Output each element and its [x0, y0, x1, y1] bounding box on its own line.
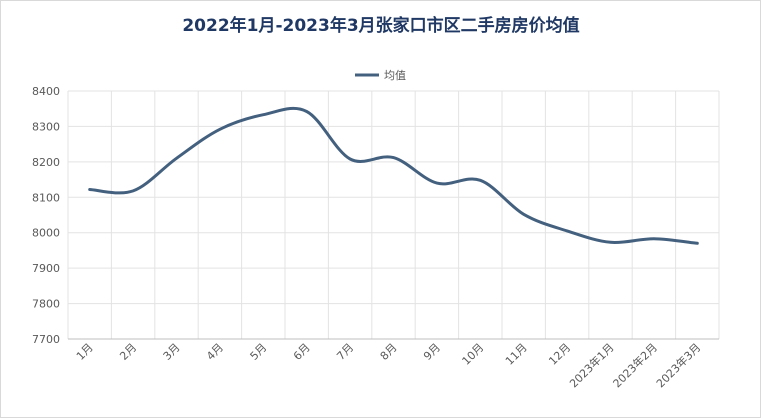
x-tick-label: 4月	[204, 341, 226, 363]
data-point	[218, 128, 221, 131]
x-tick-label: 2023年1月	[566, 340, 616, 390]
x-tick-label: 8月	[378, 341, 400, 363]
data-point	[522, 213, 525, 216]
x-tick-label: 2023年2月	[610, 340, 660, 390]
y-tick-label: 8300	[32, 120, 60, 133]
data-point	[88, 188, 91, 191]
x-tick-label: 3月	[161, 341, 183, 363]
plot-area	[88, 107, 699, 245]
y-tick-label: 8000	[32, 227, 60, 240]
data-point	[566, 229, 569, 232]
y-tick-label: 7700	[32, 333, 60, 346]
data-point	[609, 241, 612, 244]
x-tick-label: 9月	[421, 341, 443, 363]
data-point	[696, 242, 699, 245]
series-line	[88, 107, 699, 245]
y-axis: 8400 8300 8200 8100 8000 7900 7800 7700	[32, 85, 60, 346]
data-point	[392, 156, 395, 159]
x-tick-label: 5月	[248, 341, 270, 363]
data-point	[305, 110, 308, 113]
data-point	[479, 179, 482, 182]
data-point	[175, 157, 178, 160]
x-tick-label: 6月	[291, 341, 313, 363]
x-tick-label: 2023年3月	[653, 340, 703, 390]
data-point	[652, 237, 655, 240]
data-point	[132, 189, 135, 192]
data-point	[262, 113, 265, 116]
x-tick-label: 11月	[503, 341, 530, 368]
x-axis: 1月 2月 3月 4月 5月 6月 7月 8月 9月 10月 11月 12月2023年1月2023年2…	[68, 338, 719, 390]
grid	[67, 90, 720, 340]
data-point	[435, 182, 438, 185]
y-tick-label: 8400	[32, 85, 60, 98]
data-point	[349, 158, 352, 161]
legend-label: 均值	[384, 69, 406, 82]
y-tick-label: 8200	[32, 156, 60, 169]
x-tick-label: 7月	[334, 341, 356, 363]
x-tick-label: 2月	[117, 341, 139, 363]
y-tick-label: 7900	[32, 262, 60, 275]
x-tick-label: 10月	[460, 341, 487, 368]
y-tick-label: 8100	[32, 191, 60, 204]
y-tick-label: 7800	[32, 298, 60, 311]
x-tick-label: 1月	[74, 341, 96, 363]
x-tick-label: 12月	[546, 341, 573, 368]
legend: 均值	[355, 69, 406, 82]
chart-title: 2022年1月-2023年3月张家口市区二手房房价均值	[182, 15, 579, 36]
